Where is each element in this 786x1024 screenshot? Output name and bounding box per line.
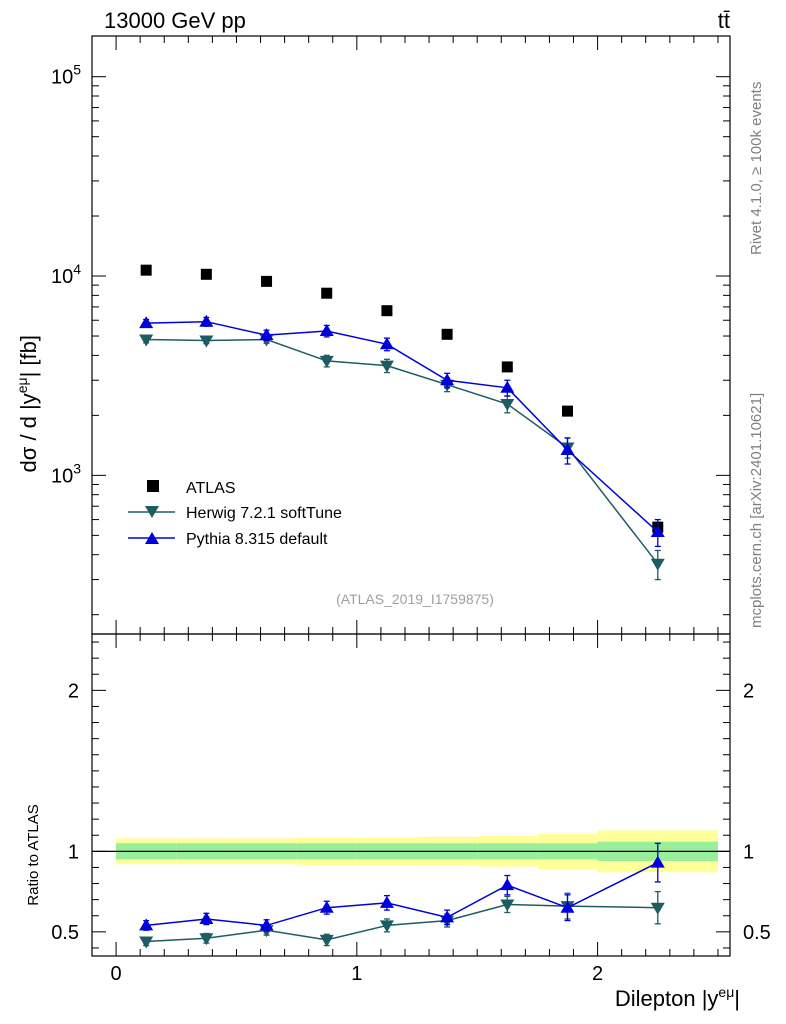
pythia-ratio-line [146,861,659,927]
ratio-plot-frame [91,633,731,957]
herwig-ratio-point [500,899,515,912]
ratio-y-tick-label-left: 1 [68,841,79,863]
ratio-y-axis-label: Ratio to ATLAS [25,804,42,905]
herwig-ratio-point [379,920,394,933]
main-y-tick-label: 104 [51,261,81,288]
ratio-y-tick-label-right: 1 [743,841,754,863]
legend: ATLAS Herwig 7.2.1 softTune Pythia 8.315… [128,480,342,548]
data-series [139,264,665,949]
pythia-ratio-point [259,918,274,931]
main-y-tick-label-base: 10 [51,465,73,487]
process-label: tt̄ [718,8,730,33]
pythia-main-point [259,328,274,341]
atlas-point [261,275,273,287]
atlas-point [321,287,333,299]
pythia-main-point [440,373,455,386]
pythia-ratio-point [650,855,665,868]
pythia-ratio-point [319,900,334,913]
pythia-ratio-point [199,911,214,924]
ratio-uncertainty-bands [92,830,730,873]
herwig-main-point [199,335,214,348]
herwig-ratio-point [199,933,214,946]
x-tick-label: 1 [351,963,362,985]
main-y-axis-label-base: dσ / d |y [16,393,41,472]
main-y-axis-label-tail: | [fb] [16,335,41,377]
pythia-main-point [139,316,154,329]
pythia-main-point [199,314,214,327]
main-y-tick-label-base: 10 [51,266,73,288]
herwig-main-point [379,360,394,373]
ratio-y-tick-label-left: 0.5 [51,922,79,944]
main-y-axis-label: dσ / d |yeμ| [fb] [14,335,41,472]
pythia-ratio-point [560,900,575,913]
ratio-y-tick-label-right: 0.5 [743,922,771,944]
ratio-y-tick-label-right: 2 [743,680,754,702]
x-axis-label-tail: | [734,986,740,1011]
herwig-main-point [650,558,665,571]
pythia-main-point [379,337,394,350]
legend-herwig-label: Herwig 7.2.1 softTune [186,505,342,522]
main-y-tick-label-exp: 3 [73,460,81,476]
rivet-version-label: Rivet 4.1.0, ≥ 100k events [748,82,765,255]
pythia-ratio-point [440,910,455,923]
main-y-tick-label-exp: 4 [73,261,81,277]
legend-herwig-marker [145,506,159,518]
atlas-point [441,328,453,340]
main-y-tick-label: 103 [51,460,81,487]
herwig-ratio-point [139,936,154,949]
pythia-main-point [650,524,665,537]
x-tick-label: 2 [592,963,603,985]
analysis-watermark: (ATLAS_2019_I1759875) [336,591,494,607]
atlas-point [140,264,152,276]
x-tick-label: 0 [111,963,122,985]
herwig-ratio-line [146,903,658,943]
atlas-point [200,268,212,280]
atlas-point [561,405,573,417]
main-y-tick-label: 105 [51,62,81,89]
main-y-axis-label-sup: eμ [14,377,30,393]
legend-atlas-marker [147,480,159,492]
pythia-ratio-point [379,895,394,908]
herwig-ratio-point [319,934,334,947]
x-axis-label-base: Dilepton |y [615,986,719,1011]
ratio-y-tick-label-left: 2 [68,680,79,702]
pythia-main-point [500,380,515,393]
herwig-ratio-point [650,902,665,915]
pythia-ratio-point [500,878,515,891]
pythia-main-point [560,443,575,456]
pythia-main-point [319,323,334,336]
energy-label: 13000 GeV pp [104,8,246,33]
main-y-tick-label-base: 10 [51,67,73,89]
axis-ticks [92,36,730,956]
legend-pythia-label: Pythia 8.315 default [186,531,328,548]
atlas-point [381,305,393,317]
mcplots-reference-label: mcplots.cern.ch [arXiv:2401.10621] [748,393,765,628]
herwig-main-point [319,355,334,368]
pythia-main-line [146,320,659,533]
legend-pythia-marker [145,532,159,544]
main-y-tick-label-exp: 5 [73,62,81,78]
atlas-point [501,361,513,373]
x-axis-label-sup: eμ [718,984,734,1000]
herwig-main-point [139,334,154,347]
pythia-ratio-point [139,918,154,931]
legend-atlas-label: ATLAS [186,480,236,497]
herwig-main-point [500,399,515,412]
x-axis-label: Dilepton |yeμ| [615,984,740,1011]
